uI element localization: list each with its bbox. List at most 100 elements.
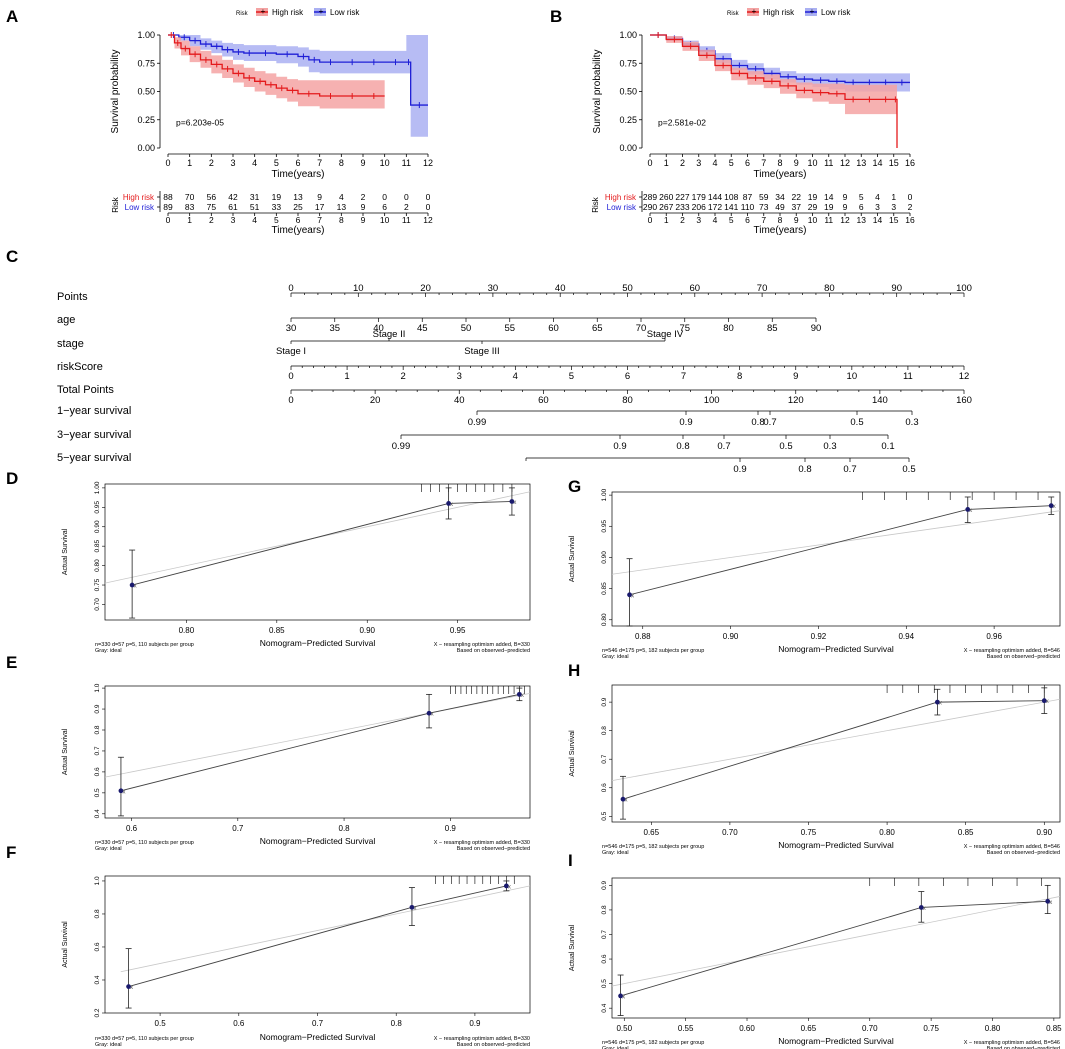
footer-left-2: Gray: ideal xyxy=(602,850,629,856)
x-tick-label: 6 xyxy=(745,158,750,168)
x-tick-label: 0.70 xyxy=(722,828,738,837)
risk-x-tick-label: 10 xyxy=(808,215,818,225)
ci-band-high-risk xyxy=(650,35,897,148)
nomogram-row-label: Total Points xyxy=(57,384,114,396)
x-tick-label: 0.6 xyxy=(233,1019,245,1028)
risk-count: 61 xyxy=(228,202,238,212)
nomogram-tick-label: 0.99 xyxy=(392,441,411,452)
x-tick-label: 8 xyxy=(339,158,344,168)
nomogram-tick-label: 3 xyxy=(457,371,462,382)
risk-count: 42 xyxy=(228,192,238,202)
y-axis-title: Actual Survival xyxy=(62,528,69,575)
calibration-point xyxy=(426,710,432,716)
nomogram-category-label: Stage I xyxy=(276,346,306,357)
risk-count: 2 xyxy=(908,202,913,212)
nomogram-tick-label: 0.8 xyxy=(676,441,689,452)
nomogram-tick-label: 75 xyxy=(679,323,690,334)
optimism-mark: x xyxy=(122,789,125,795)
risk-x-tick-label: 5 xyxy=(729,215,734,225)
risk-x-tick-label: 15 xyxy=(889,215,899,225)
ideal-line xyxy=(120,885,531,973)
risk-x-tick-label: 3 xyxy=(231,215,236,225)
nomogram-row-label: age xyxy=(57,314,75,326)
x-tick-label: 0.60 xyxy=(739,1024,755,1033)
nomogram-tick-label: 40 xyxy=(454,395,465,406)
risk-x-tick-label: 7 xyxy=(761,215,766,225)
footer-right: X − resampling optimism added, B=546 xyxy=(964,648,1060,654)
nomogram-tick-label: 0.3 xyxy=(823,441,836,452)
footer-right: X − resampling optimism added, B=330 xyxy=(434,1036,530,1042)
calibration-line xyxy=(120,693,520,792)
risk-count: 56 xyxy=(207,192,217,202)
km-panel-b: Risk + High risk + Low risk 0.00 0.25 0.50 0.75 1… xyxy=(591,7,915,236)
y-tick-label: 0.7 xyxy=(601,754,608,763)
risk-count: 13 xyxy=(337,202,347,212)
footer-right-2: Based on observed−predicted xyxy=(987,654,1060,660)
calibration-point xyxy=(618,993,623,999)
nomogram-tick-label: 50 xyxy=(461,323,472,334)
footer-left-2: Gray: ideal xyxy=(95,846,122,852)
nomogram-row-label: stage xyxy=(57,338,84,350)
footer-left-2: Gray: ideal xyxy=(602,654,629,660)
legend-swatch-mark: + xyxy=(752,7,757,16)
risk-x-tick-label: 8 xyxy=(339,215,344,225)
nomogram-tick-label: 0 xyxy=(288,371,293,382)
risk-table-title: Risk xyxy=(591,196,600,213)
y-axis-title: Actual Survival xyxy=(569,730,576,777)
x-tick-label: 0.85 xyxy=(958,828,974,837)
nomogram-tick-label: 30 xyxy=(286,323,297,334)
x-tick-label: 0.5 xyxy=(155,1019,167,1028)
legend-label: High risk xyxy=(763,8,795,17)
footer-right-2: Based on observed−predicted xyxy=(987,850,1060,856)
risk-count: 51 xyxy=(250,202,260,212)
plot-frame xyxy=(104,685,531,819)
calibration-line xyxy=(629,505,1052,596)
x-tick-label: 0.9 xyxy=(445,824,457,833)
risk-x-tick-label: 0 xyxy=(166,215,171,225)
risk-count: 144 xyxy=(708,192,722,202)
risk-count: 4 xyxy=(875,192,880,202)
plot-frame xyxy=(104,875,531,1014)
risk-count: 9 xyxy=(843,192,848,202)
risk-count: 37 xyxy=(792,202,802,212)
nomogram-tick-label: 9 xyxy=(793,371,798,382)
calibration-line xyxy=(128,885,507,988)
nomogram-tick-label: 0.3 xyxy=(905,417,918,428)
nomogram-tick-label: 0.5 xyxy=(902,464,915,475)
ci-band-low-risk xyxy=(650,35,910,92)
y-tick-label: 0.4 xyxy=(94,809,101,818)
y-tick-label: 1.0 xyxy=(94,876,101,885)
x-tick-label: 6 xyxy=(295,158,300,168)
risk-count: 3 xyxy=(891,202,896,212)
x-tick-label: 0.70 xyxy=(862,1024,878,1033)
risk-count: 0 xyxy=(426,192,431,202)
optimism-mark: x xyxy=(622,994,625,1000)
y-axis-title: Survival probability xyxy=(592,50,603,134)
risk-x-tick-label: 11 xyxy=(402,215,411,225)
x-axis-title: Nomogram−Predicted Survival xyxy=(260,638,376,648)
nomogram-row-0: Points 0 10 20 30 40 50 60 70 80 90 100 xyxy=(57,283,972,303)
y-axis-title: Actual Survival xyxy=(62,728,69,775)
y-tick-label: 0.80 xyxy=(94,559,101,572)
nomogram-tick-label: 40 xyxy=(555,283,566,294)
calibration-line xyxy=(622,700,1045,800)
x-tick-label: 0.7 xyxy=(312,1019,324,1028)
risk-row-label: High risk xyxy=(123,193,155,202)
risk-count: 31 xyxy=(250,192,260,202)
nomogram-category-label: Stage IV xyxy=(647,329,684,340)
nomogram-tick-label: 85 xyxy=(767,323,778,334)
risk-count: 179 xyxy=(692,192,706,202)
optimism-mark: x xyxy=(431,712,434,718)
y-tick-label: 0.7 xyxy=(601,930,608,939)
risk-count: 4 xyxy=(339,192,344,202)
calibration-panel-f: 0.2 0.4 0.6 0.8 1.0 Actual Survival 0.5 0.6 0.7 0… xyxy=(62,875,531,1048)
risk-x-tick-label: 4 xyxy=(252,215,257,225)
survival-curve-low-risk xyxy=(168,34,428,106)
risk-x-tick-label: 6 xyxy=(745,215,750,225)
risk-count: 49 xyxy=(775,202,785,212)
risk-count: 19 xyxy=(824,202,834,212)
risk-count: 0 xyxy=(382,192,387,202)
nomogram-tick-label: 60 xyxy=(690,283,701,294)
